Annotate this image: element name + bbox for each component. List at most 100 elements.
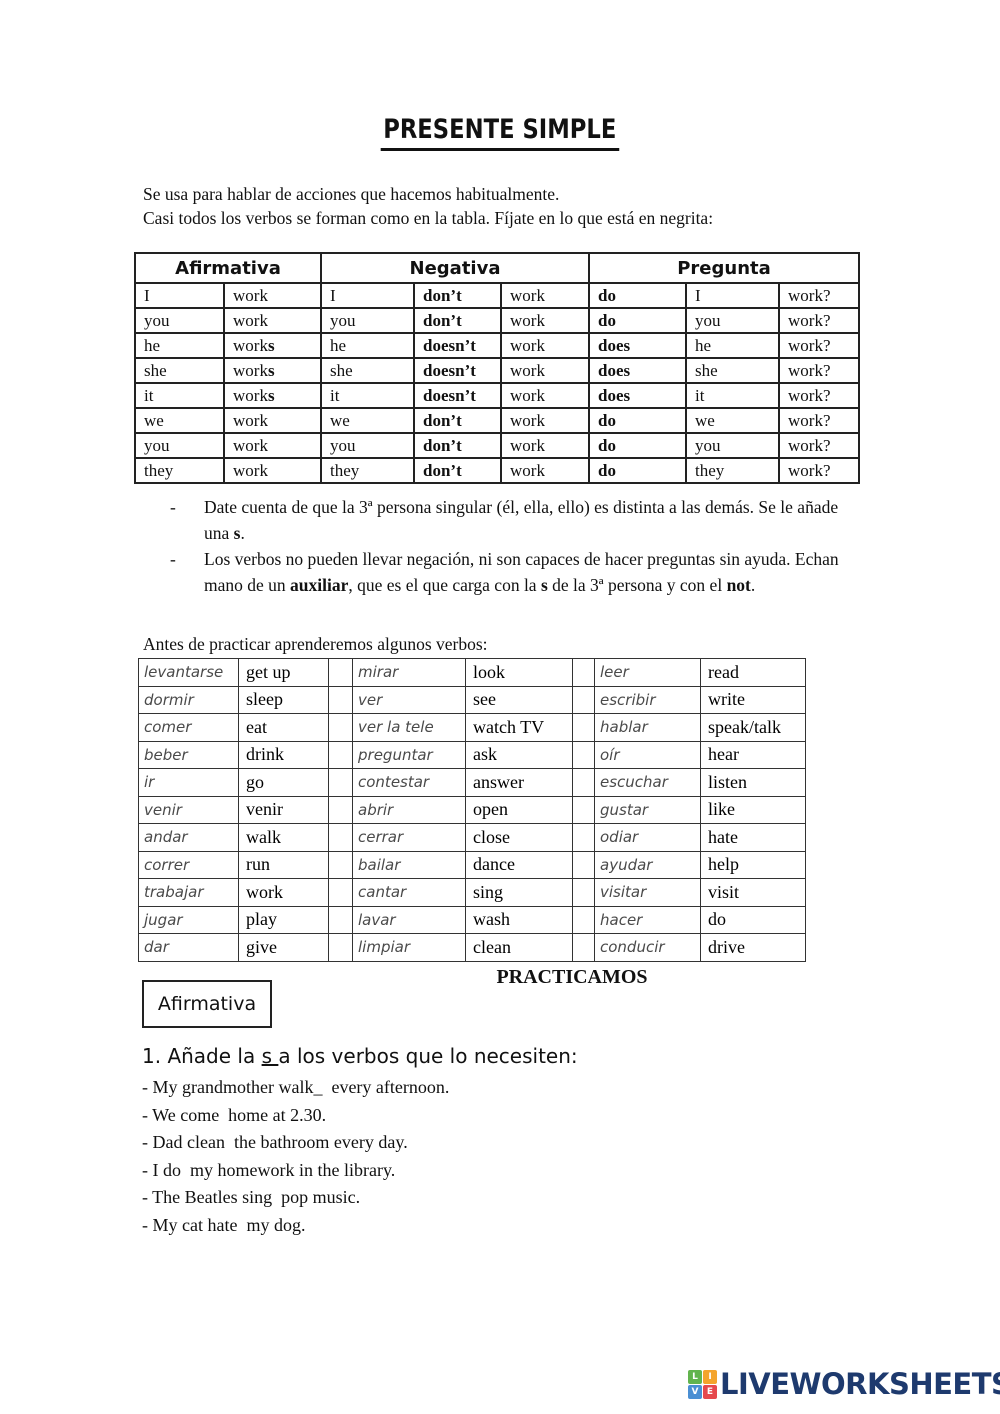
sentence-line: - Dad clean the bathroom every day. — [142, 1132, 408, 1152]
vocab-row: ir go contestar answer escuchar listen — [138, 768, 806, 797]
text-run: he — [144, 335, 161, 355]
afirmativa-box-label: Afirmativa — [157, 993, 257, 1015]
grammar-cell: does — [588, 332, 687, 359]
grammar-cell: you — [320, 307, 415, 334]
vocab-spacer-cell — [328, 823, 353, 852]
text-run: she — [144, 360, 167, 380]
vocab-spacer-cell — [328, 795, 353, 824]
text-run: work? — [788, 435, 831, 455]
vocab-spacer-cell — [572, 905, 595, 934]
bold-text: don’t — [423, 435, 462, 455]
vocab-cell-english: hate — [700, 823, 806, 852]
grammar-cell: work? — [778, 432, 860, 459]
grammar-cell: work — [223, 282, 322, 309]
vocab-cell-english: clean — [465, 933, 573, 962]
text-run: . — [750, 575, 756, 595]
text-run: , que es el que carga con la — [348, 575, 541, 595]
logo-square-l: L — [688, 1369, 702, 1384]
text-run: you — [144, 435, 170, 455]
intro-paragraph: Se usa para hablar de acciones que hacem… — [143, 182, 713, 230]
grammar-cell: work? — [778, 282, 860, 309]
grammar-cell: doesn’t — [413, 382, 502, 409]
sentence-line: - We come home at 2.30. — [142, 1104, 327, 1125]
grammar-cell: work — [223, 407, 322, 434]
bold-text: does — [598, 335, 631, 355]
grammar-cell: don’t — [413, 407, 502, 434]
text-run: work — [233, 385, 268, 405]
vocab-spacer-cell — [572, 878, 595, 907]
vocab-table-body: levantarse get up mirar look leer read dormir s… — [138, 658, 806, 962]
vocab-cell-spanish: bailar — [352, 850, 466, 879]
vocab-cell-english: give — [238, 933, 329, 962]
bold-text: do — [598, 285, 616, 305]
vocab-spacer-cell — [572, 795, 595, 824]
text-run: you — [695, 310, 721, 330]
grammar-cell: he — [134, 332, 225, 359]
grammar-cell: we — [320, 407, 415, 434]
exercise-sentences: - My grandmother walk_ every afternoon. -… — [142, 1074, 449, 1239]
text-run: work — [233, 310, 268, 330]
grammar-cell: work? — [778, 407, 860, 434]
vocab-spacer-cell — [572, 823, 595, 852]
bold-text: don’t — [423, 310, 462, 330]
grammar-cell: she — [685, 357, 780, 384]
grammar-cell: do — [588, 457, 687, 484]
vocab-cell-english: open — [465, 795, 573, 824]
grammar-cell: I — [320, 282, 415, 309]
grammar-cell: don’t — [413, 307, 502, 334]
text-run: you — [330, 435, 356, 455]
vocab-cell-spanish: ayudar — [594, 850, 701, 879]
vocab-cell-spanish: abrir — [352, 795, 466, 824]
text-run: . — [240, 523, 245, 543]
logo-square-v: V — [688, 1384, 702, 1399]
vocab-cell-spanish: odiar — [594, 823, 701, 852]
bullet-dash: - — [170, 549, 176, 569]
vocab-cell-english: eat — [238, 713, 329, 742]
grammar-cell: doesn’t — [413, 357, 502, 384]
text-run: she — [330, 360, 353, 380]
vocab-cell-english: look — [465, 658, 573, 687]
grammar-cell: does — [588, 357, 687, 384]
grammar-cell: it — [134, 382, 225, 409]
grammar-cell: do — [588, 282, 687, 309]
vocab-cell-english: write — [700, 685, 806, 714]
vocab-cell-english: ask — [465, 740, 573, 769]
vocab-spacer-cell — [328, 768, 353, 797]
title-wrap: PRESENTE SIMPLE — [0, 114, 1000, 151]
vocab-cell-spanish: jugar — [138, 905, 239, 934]
grammar-header-cell: Pregunta — [588, 252, 860, 284]
vocab-cell-english: drive — [700, 933, 806, 962]
vocab-spacer-cell — [572, 740, 595, 769]
bullet-dash: - — [170, 497, 176, 517]
grammar-cell: work — [223, 432, 322, 459]
intro-line: Casi todos los verbos se forman como en … — [143, 208, 714, 228]
vocab-cell-spanish: ir — [138, 768, 239, 797]
grammar-cell: you — [685, 307, 780, 334]
text-run: de la 3ª persona y con el — [547, 575, 727, 595]
grammar-cell: I — [685, 282, 780, 309]
vocab-cell-english: answer — [465, 768, 573, 797]
text-run: it — [330, 385, 340, 405]
text-run: work? — [788, 335, 831, 355]
grammar-row: they work they don’t work do they work? — [134, 457, 860, 484]
grammar-cell: do — [588, 307, 687, 334]
grammar-cell: we — [134, 407, 225, 434]
grammar-cell: work? — [778, 382, 860, 409]
grammar-header-cell: Afirmativa — [134, 252, 322, 284]
grammar-cell: we — [685, 407, 780, 434]
text-run: it — [695, 385, 705, 405]
vocab-row: venir venir abrir open gustar like — [138, 795, 806, 824]
grammar-cell: work — [500, 382, 590, 409]
notes-list: - Date cuenta de que la 3ª persona singul… — [170, 494, 862, 598]
vocab-cell-english: work — [238, 878, 329, 907]
vocab-cell-english: close — [465, 823, 573, 852]
vocab-spacer-cell — [328, 933, 353, 962]
vocab-row: jugar play lavar wash hacer do — [138, 905, 806, 934]
vocab-cell-english: hear — [700, 740, 806, 769]
text-run: work — [510, 385, 545, 405]
vocab-cell-spanish: visitar — [594, 878, 701, 907]
grammar-cell: work — [500, 282, 590, 309]
text-run: work — [510, 285, 545, 305]
